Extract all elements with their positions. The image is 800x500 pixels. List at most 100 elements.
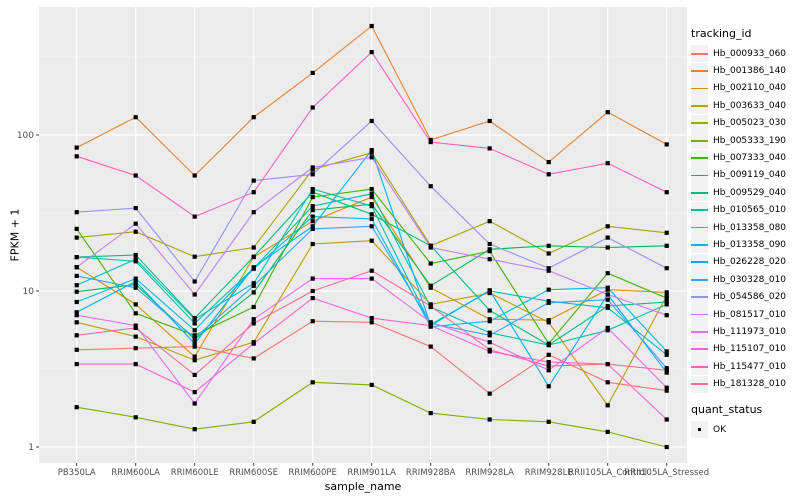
data-point: [133, 229, 138, 234]
data-point: [310, 172, 315, 177]
legend-key: [691, 149, 708, 167]
data-point: [369, 191, 374, 196]
data-point: [428, 245, 433, 250]
data-point: [487, 257, 492, 262]
data-point: [133, 252, 138, 258]
legend-line-icon: [691, 244, 708, 246]
legend-label: Hb_009119_040: [713, 170, 787, 181]
legend-line-icon: [691, 296, 708, 299]
data-point: [369, 212, 374, 217]
data-point: [546, 243, 551, 248]
data-point: [133, 415, 138, 420]
data-point: [133, 282, 138, 287]
data-point: [251, 356, 256, 361]
legend-label: Hb_009529_040: [713, 187, 787, 198]
legend-item: Hb_009119_040: [691, 166, 799, 184]
data-point: [310, 190, 315, 195]
data-point: [74, 362, 79, 367]
data-point: [192, 254, 197, 259]
data-point: [133, 325, 138, 330]
data-point: [428, 304, 433, 309]
legend-label: Hb_013358_080: [713, 222, 787, 233]
data-point: [74, 235, 79, 240]
data-point: [369, 118, 374, 124]
legend-key: [691, 79, 708, 97]
data-point: [74, 283, 79, 288]
data-point: [192, 173, 197, 178]
data-point: [133, 346, 138, 351]
data-point: [192, 328, 197, 333]
data-point: [251, 304, 256, 310]
data-point: [428, 140, 433, 145]
legend-key: [691, 184, 708, 202]
data-point: [192, 335, 197, 341]
data-point: [74, 299, 79, 305]
data-point: [310, 380, 315, 385]
legend-key: [691, 288, 708, 306]
legend-title: tracking_id: [691, 27, 752, 40]
data-point: [487, 308, 492, 313]
x-tick-label: RRIM901LA: [347, 468, 396, 478]
legend-item: Hb_003633_040: [691, 97, 799, 115]
legend-label: Hb_005023_030: [713, 118, 787, 129]
data-point: [428, 323, 433, 328]
data-point: [546, 384, 551, 389]
data-point: [605, 362, 610, 367]
data-point: [664, 302, 669, 307]
data-point: [369, 195, 374, 200]
data-point: [192, 317, 197, 322]
data-point: [369, 276, 374, 281]
legend-label: Hb_003633_040: [713, 100, 787, 111]
data-point: [605, 285, 610, 290]
data-point: [487, 247, 492, 252]
data-point: [74, 347, 79, 352]
data-point: [546, 300, 551, 305]
data-point: [133, 334, 138, 339]
legend-label: Hb_111973_010: [713, 326, 787, 337]
legend-item: Hb_030328_010: [691, 271, 799, 289]
legend-item: Hb_005333_190: [691, 132, 799, 150]
data-point: [605, 305, 610, 310]
legend-item: Hb_081517_010: [691, 306, 799, 324]
data-point: [133, 302, 138, 307]
data-point: [74, 310, 79, 315]
legend-key: [691, 45, 708, 63]
data-point: [605, 292, 610, 297]
data-point: [605, 271, 610, 276]
legend-key: [691, 166, 708, 184]
legend-items: Hb_000933_060 Hb_001386_140 Hb_002110_040 H…: [691, 45, 799, 393]
x-tick-label: RRIM928BA: [406, 468, 456, 478]
data-point: [310, 208, 315, 213]
data-point: [664, 142, 669, 147]
data-point: [664, 417, 669, 422]
legend-item: Hb_002110_040: [691, 79, 799, 97]
black-square-point-icon: [697, 427, 702, 432]
data-point: [369, 320, 374, 325]
data-point: [133, 311, 138, 316]
legend-line-icon: [691, 87, 708, 90]
data-point: [251, 317, 256, 322]
data-point: [664, 299, 669, 305]
data-point: [664, 243, 669, 248]
data-point: [369, 316, 374, 321]
legend-label: Hb_081517_010: [713, 309, 787, 320]
legend-item: Hb_115477_010: [691, 358, 799, 376]
legend-key: [691, 219, 708, 237]
legend-key: [691, 375, 708, 393]
data-point: [487, 391, 492, 396]
data-point: [251, 190, 256, 195]
data-point: [251, 283, 256, 288]
data-point: [487, 333, 492, 338]
data-point: [192, 214, 197, 219]
y-axis-title: FPKM + 1: [8, 208, 22, 262]
data-point: [664, 444, 669, 450]
data-point: [74, 333, 79, 338]
data-point: [74, 405, 79, 410]
data-point: [546, 251, 551, 256]
data-point: [546, 160, 551, 165]
data-point: [74, 273, 79, 278]
legend-label: Hb_115107_010: [713, 344, 787, 355]
quant-legend-item: OK: [691, 421, 799, 438]
